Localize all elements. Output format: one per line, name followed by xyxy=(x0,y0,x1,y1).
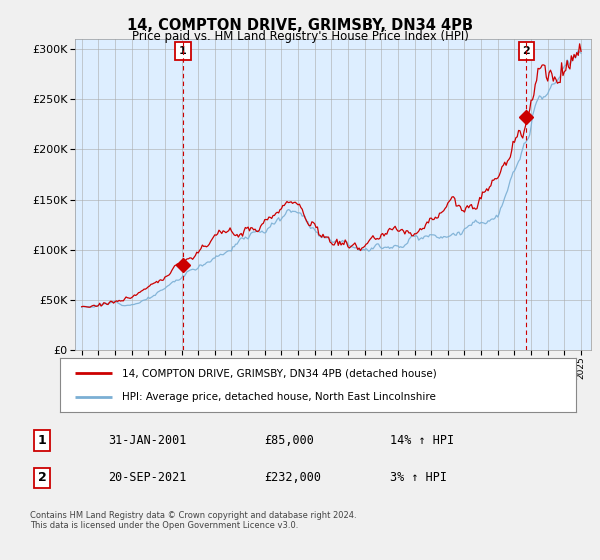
Text: 2: 2 xyxy=(523,46,530,56)
Text: HPI: Average price, detached house, North East Lincolnshire: HPI: Average price, detached house, Nort… xyxy=(122,391,436,402)
Text: 14, COMPTON DRIVE, GRIMSBY, DN34 4PB: 14, COMPTON DRIVE, GRIMSBY, DN34 4PB xyxy=(127,18,473,33)
Text: 3% ↑ HPI: 3% ↑ HPI xyxy=(390,472,447,484)
Text: £85,000: £85,000 xyxy=(264,434,314,447)
Text: 2: 2 xyxy=(38,472,46,484)
Text: 1: 1 xyxy=(38,434,46,447)
Text: 14% ↑ HPI: 14% ↑ HPI xyxy=(390,434,454,447)
Text: Contains HM Land Registry data © Crown copyright and database right 2024.
This d: Contains HM Land Registry data © Crown c… xyxy=(30,511,356,530)
Text: 1: 1 xyxy=(179,46,187,56)
Text: 31-JAN-2001: 31-JAN-2001 xyxy=(108,434,187,447)
Text: 14, COMPTON DRIVE, GRIMSBY, DN34 4PB (detached house): 14, COMPTON DRIVE, GRIMSBY, DN34 4PB (de… xyxy=(122,368,437,379)
Text: Price paid vs. HM Land Registry's House Price Index (HPI): Price paid vs. HM Land Registry's House … xyxy=(131,30,469,43)
Text: 20-SEP-2021: 20-SEP-2021 xyxy=(108,472,187,484)
Text: £232,000: £232,000 xyxy=(264,472,321,484)
